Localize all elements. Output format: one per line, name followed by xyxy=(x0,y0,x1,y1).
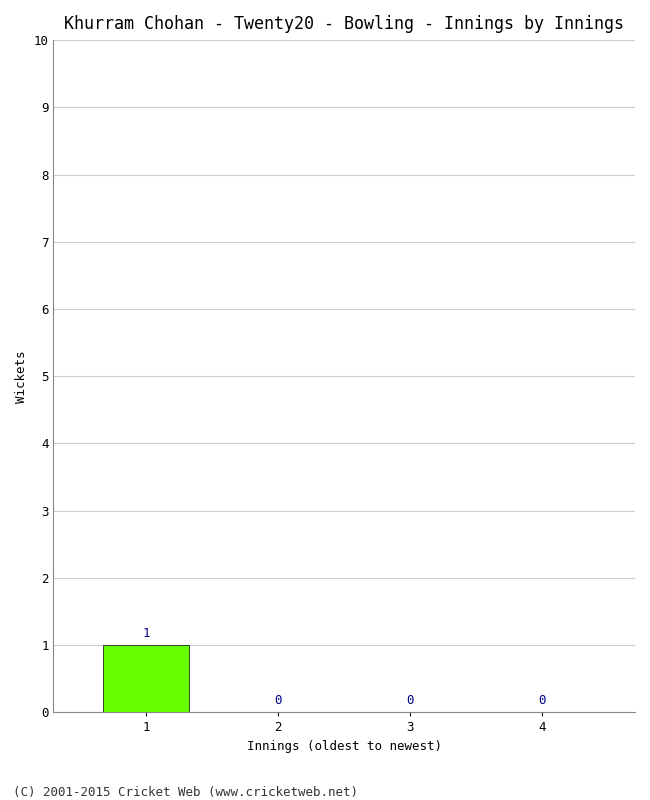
Text: 0: 0 xyxy=(274,694,282,707)
Text: 0: 0 xyxy=(539,694,546,707)
Y-axis label: Wickets: Wickets xyxy=(15,350,28,402)
Text: 1: 1 xyxy=(142,627,150,640)
Text: 0: 0 xyxy=(406,694,414,707)
Bar xyxy=(103,645,189,713)
Text: (C) 2001-2015 Cricket Web (www.cricketweb.net): (C) 2001-2015 Cricket Web (www.cricketwe… xyxy=(13,786,358,799)
Title: Khurram Chohan - Twenty20 - Bowling - Innings by Innings: Khurram Chohan - Twenty20 - Bowling - In… xyxy=(64,15,624,33)
X-axis label: Innings (oldest to newest): Innings (oldest to newest) xyxy=(247,740,442,753)
